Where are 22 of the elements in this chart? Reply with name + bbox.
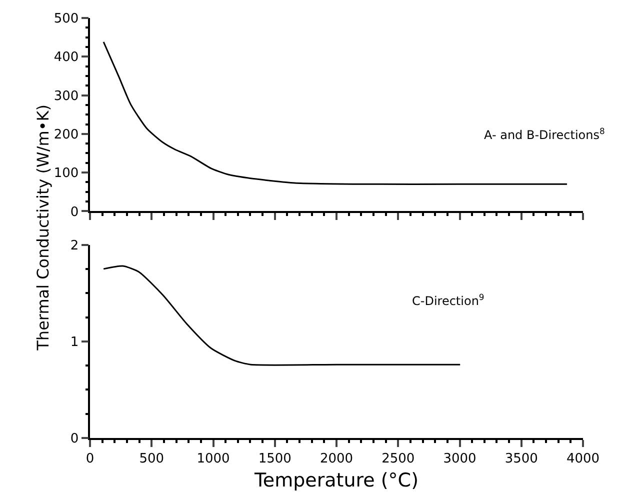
x-tick-label: 4000 [566, 451, 600, 466]
y-tick-label: 1 [70, 334, 79, 350]
text: A- and B-Directions$^{8}$ [484, 126, 605, 142]
y-tick-label: 400 [54, 50, 79, 66]
y-tick-label: 300 [54, 88, 79, 104]
y-tick-label: 0 [70, 432, 79, 447]
y-tick-label: 2 [70, 238, 79, 254]
x-axis-title: Temperature (°C) [254, 470, 418, 492]
x-tick-label: 2000 [320, 451, 354, 466]
x-tick-label: 500 [139, 451, 164, 466]
x-tick-label: 3500 [504, 451, 538, 466]
y-tick-label: 100 [54, 166, 79, 182]
y-tick-label: 500 [54, 12, 79, 27]
x-tick-label: 2500 [382, 451, 415, 466]
text: C-Direction$^{9}$ [412, 292, 484, 308]
y-axis-title: Thermal Conductivity (W/m•K) [33, 104, 52, 352]
y-tick-label: 200 [54, 127, 79, 142]
x-tick-label: 1000 [196, 451, 230, 466]
x-tick-label: 1500 [258, 451, 292, 466]
x-tick-label: 0 [86, 451, 94, 466]
x-tick-label: 3000 [443, 451, 476, 466]
y-tick-label: 0 [70, 204, 79, 220]
